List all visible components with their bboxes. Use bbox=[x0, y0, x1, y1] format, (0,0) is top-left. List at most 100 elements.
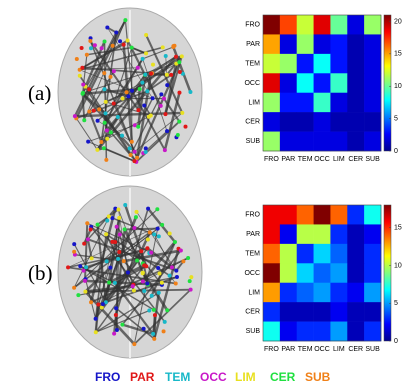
node bbox=[180, 71, 185, 76]
connection bbox=[122, 323, 154, 336]
connection bbox=[87, 238, 177, 272]
heatmap-cell bbox=[330, 34, 348, 55]
heatmap-cell bbox=[296, 321, 314, 342]
connection bbox=[136, 211, 177, 271]
heatmap-cell bbox=[263, 243, 281, 264]
connection bbox=[82, 54, 88, 94]
heatmap-cell bbox=[347, 243, 365, 264]
node bbox=[117, 250, 122, 255]
heatmap-cell bbox=[364, 131, 382, 152]
node bbox=[114, 30, 119, 35]
heatmap-cell bbox=[364, 73, 382, 94]
node bbox=[81, 268, 86, 273]
heatmap-cell bbox=[263, 15, 281, 35]
node bbox=[167, 231, 172, 236]
heatmap-cell bbox=[296, 92, 314, 113]
heatmap-cell bbox=[296, 34, 314, 55]
x-tick-label: PAR bbox=[281, 346, 295, 353]
connection bbox=[146, 74, 172, 92]
node bbox=[128, 152, 133, 157]
node bbox=[84, 265, 89, 270]
connection bbox=[73, 243, 107, 303]
legend-entry: SUB bbox=[305, 370, 331, 384]
heatmap-cell bbox=[279, 321, 298, 342]
heatmap-cell bbox=[313, 243, 331, 264]
connection bbox=[97, 120, 132, 143]
node bbox=[105, 218, 110, 223]
heatmap-cell bbox=[347, 53, 365, 74]
y-tick-label: SUB bbox=[246, 328, 261, 335]
heatmap-cell bbox=[347, 224, 365, 245]
node bbox=[177, 119, 182, 124]
x-tick-label: SUB bbox=[365, 346, 380, 353]
node bbox=[183, 124, 188, 129]
node bbox=[173, 281, 178, 286]
node bbox=[115, 115, 120, 120]
node bbox=[172, 239, 177, 244]
node bbox=[114, 328, 119, 333]
heatmap-cell bbox=[364, 205, 382, 225]
node bbox=[110, 216, 115, 221]
node bbox=[179, 54, 184, 59]
node bbox=[92, 43, 97, 48]
node bbox=[152, 313, 157, 318]
node bbox=[95, 222, 100, 227]
heatmap-cell bbox=[279, 53, 298, 74]
y-tick-label: TEM bbox=[245, 250, 260, 257]
connection bbox=[141, 241, 177, 283]
node bbox=[72, 249, 77, 254]
heatmap-cell bbox=[313, 282, 331, 303]
heatmap-cell bbox=[347, 263, 365, 284]
x-tick-label: TEM bbox=[298, 156, 313, 163]
heatmap-cell bbox=[263, 205, 281, 225]
heatmap-cell bbox=[347, 321, 365, 342]
connection bbox=[131, 46, 147, 55]
connection bbox=[86, 46, 132, 56]
node bbox=[140, 279, 145, 284]
node bbox=[97, 107, 102, 112]
node bbox=[135, 65, 140, 70]
legend-entry: CER bbox=[270, 370, 296, 384]
node bbox=[181, 259, 186, 264]
node bbox=[129, 139, 134, 144]
heatmap-cell bbox=[347, 131, 365, 152]
node bbox=[122, 227, 127, 232]
node bbox=[189, 275, 194, 280]
node bbox=[132, 225, 137, 230]
y-tick-label: OCC bbox=[244, 270, 260, 277]
heatmap-cell bbox=[279, 112, 298, 132]
node bbox=[156, 265, 161, 270]
heatmap-cell bbox=[347, 73, 365, 94]
node bbox=[149, 293, 154, 298]
node bbox=[93, 316, 98, 321]
node bbox=[167, 273, 172, 278]
node bbox=[118, 39, 123, 44]
node bbox=[132, 123, 137, 128]
node bbox=[135, 155, 140, 160]
node bbox=[103, 99, 108, 104]
colorbar-tick-label: 15 bbox=[394, 51, 402, 58]
node bbox=[96, 302, 101, 307]
heatmap-cell bbox=[330, 92, 348, 113]
connection bbox=[123, 249, 182, 263]
y-tick-label: PAR bbox=[246, 41, 260, 48]
heatmap-cell bbox=[313, 112, 331, 132]
connection bbox=[96, 55, 177, 151]
node bbox=[113, 206, 118, 211]
node bbox=[114, 306, 119, 311]
node bbox=[175, 132, 180, 137]
node bbox=[82, 278, 87, 283]
heatmap-cell bbox=[364, 92, 382, 113]
heatmap-cell bbox=[364, 282, 382, 303]
node bbox=[85, 221, 90, 226]
node bbox=[88, 227, 93, 232]
heatmap-cell bbox=[330, 112, 348, 132]
node bbox=[121, 259, 126, 264]
connection bbox=[84, 278, 97, 319]
node bbox=[83, 289, 88, 294]
node bbox=[161, 329, 166, 334]
node bbox=[178, 248, 183, 253]
brain-images bbox=[57, 7, 203, 359]
heatmap-cell bbox=[296, 224, 314, 245]
